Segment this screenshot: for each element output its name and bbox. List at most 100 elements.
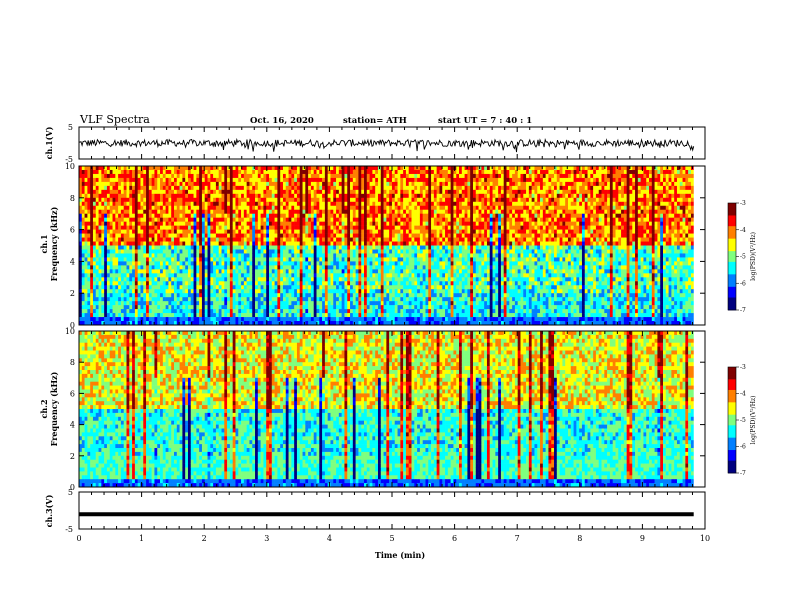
spectrogram-cell	[411, 309, 415, 314]
spectrogram-cell	[249, 257, 253, 262]
spectrogram-cell	[352, 217, 356, 222]
spectrogram-cell	[151, 309, 155, 314]
spectrogram-cell	[338, 193, 342, 199]
spectrogram-cell	[229, 241, 233, 246]
spectrogram-cell	[81, 293, 85, 298]
spectrogram-cell	[341, 197, 345, 203]
spectrogram-cell	[157, 285, 161, 290]
spectrogram-cell	[375, 321, 379, 326]
spectrogram-cell	[215, 321, 220, 326]
spectrogram-cell	[280, 177, 284, 183]
spectrogram-cell	[330, 321, 334, 326]
spectrogram-cell	[411, 241, 415, 246]
spectrogram-cell	[165, 177, 169, 183]
spectrogram-cell	[313, 241, 317, 246]
spectrogram-cell	[87, 277, 91, 282]
spectrogram-cell	[411, 237, 415, 242]
spectrogram-cell	[115, 229, 119, 234]
spectrogram-cell	[294, 249, 298, 254]
spectrogram-cell	[394, 281, 398, 286]
spectrogram-cell	[389, 253, 393, 258]
spectrogram-cell	[389, 285, 393, 290]
spectrogram-cell	[319, 293, 323, 298]
spectrogram-cell	[358, 309, 362, 314]
spectrogram-cell	[129, 289, 133, 294]
spectrogram-cell	[255, 221, 259, 226]
spectrogram-cell	[98, 297, 102, 302]
spectrogram-cell	[291, 301, 295, 306]
spectrogram-cell	[369, 277, 373, 282]
spectrogram-cell	[204, 245, 208, 250]
spectrogram-cell	[140, 265, 144, 270]
spectrogram-cell	[162, 277, 166, 282]
spectrogram-cell	[171, 321, 175, 326]
spectrogram-cell	[333, 313, 337, 318]
spectrogram-cell	[118, 241, 122, 246]
spectrogram-cell	[123, 213, 127, 218]
spectrogram-cell	[350, 321, 354, 326]
spectrogram-cell	[400, 241, 404, 246]
spectrogram-cell	[221, 213, 225, 218]
spectrogram-cell	[201, 185, 206, 191]
spectrogram-cell	[174, 237, 178, 242]
spectrogram-cell	[154, 229, 158, 234]
spectrogram-cell	[224, 181, 228, 187]
spectrogram-cell	[269, 293, 273, 298]
spectrogram-cell	[380, 169, 384, 175]
spectrogram-cell	[375, 261, 379, 266]
spectrogram-cell	[372, 301, 376, 306]
spectrogram-cell	[305, 273, 309, 278]
spectrogram-cell	[112, 273, 116, 278]
spectrogram-cell	[269, 229, 273, 234]
spectrogram-cell	[160, 245, 164, 250]
spectrogram-cell	[324, 253, 328, 258]
spectrogram-cell	[397, 166, 401, 171]
spectrogram-cell	[92, 237, 97, 242]
spectrogram-cell	[280, 321, 284, 326]
spectrogram-cell	[285, 293, 289, 298]
spectrogram-cell	[235, 233, 239, 238]
spectrogram-cell	[391, 265, 396, 270]
spectrogram-cell	[204, 166, 208, 171]
spectrogram-cell	[168, 257, 172, 262]
spectrogram-cell	[227, 173, 231, 179]
spectrogram-cell	[386, 289, 390, 294]
spectrogram-cell	[296, 317, 301, 322]
spectrogram-cell	[271, 285, 275, 290]
spectrogram-cell	[243, 221, 247, 226]
spectrogram-cell	[305, 237, 309, 242]
spectrogram-cell	[123, 225, 127, 230]
spectrogram-cell	[213, 273, 217, 278]
spectrogram-cell	[336, 285, 340, 290]
spectrogram-cell	[179, 205, 183, 211]
spectrogram-cell	[160, 197, 164, 203]
spectrogram-cell	[218, 297, 222, 302]
spectrogram-cell	[224, 205, 228, 211]
spectrogram-cell	[160, 257, 164, 262]
spectrogram-cell	[232, 197, 236, 203]
spectrogram-cell	[140, 293, 144, 298]
spectrogram-cell	[140, 209, 144, 214]
spectrogram-cell	[319, 166, 323, 171]
spectrogram-cell	[397, 185, 401, 191]
spectrogram-cell	[322, 285, 326, 290]
spectrogram-cell	[294, 221, 298, 226]
spectrogram-cell	[84, 281, 88, 286]
spectrogram-cell	[171, 233, 175, 238]
spectrogram-cell	[207, 285, 211, 290]
spectrogram-cell	[115, 177, 119, 183]
spectrogram-cell	[361, 233, 365, 238]
spectrogram-cell	[171, 205, 175, 211]
spectrogram-cell	[369, 289, 373, 294]
spectrogram-cell	[358, 213, 362, 218]
spectrogram-cell	[171, 257, 175, 262]
spectrogram-cell	[375, 217, 379, 222]
spectrogram-cell	[90, 253, 94, 258]
spectrogram-cell	[347, 205, 351, 211]
spectrogram-cell	[394, 253, 398, 258]
spectrogram-cell	[252, 273, 256, 278]
spectrogram-cell	[391, 209, 396, 214]
spectrogram-cell	[282, 313, 287, 318]
spectrogram-cell	[238, 201, 242, 207]
spectrogram-cell	[403, 177, 407, 183]
